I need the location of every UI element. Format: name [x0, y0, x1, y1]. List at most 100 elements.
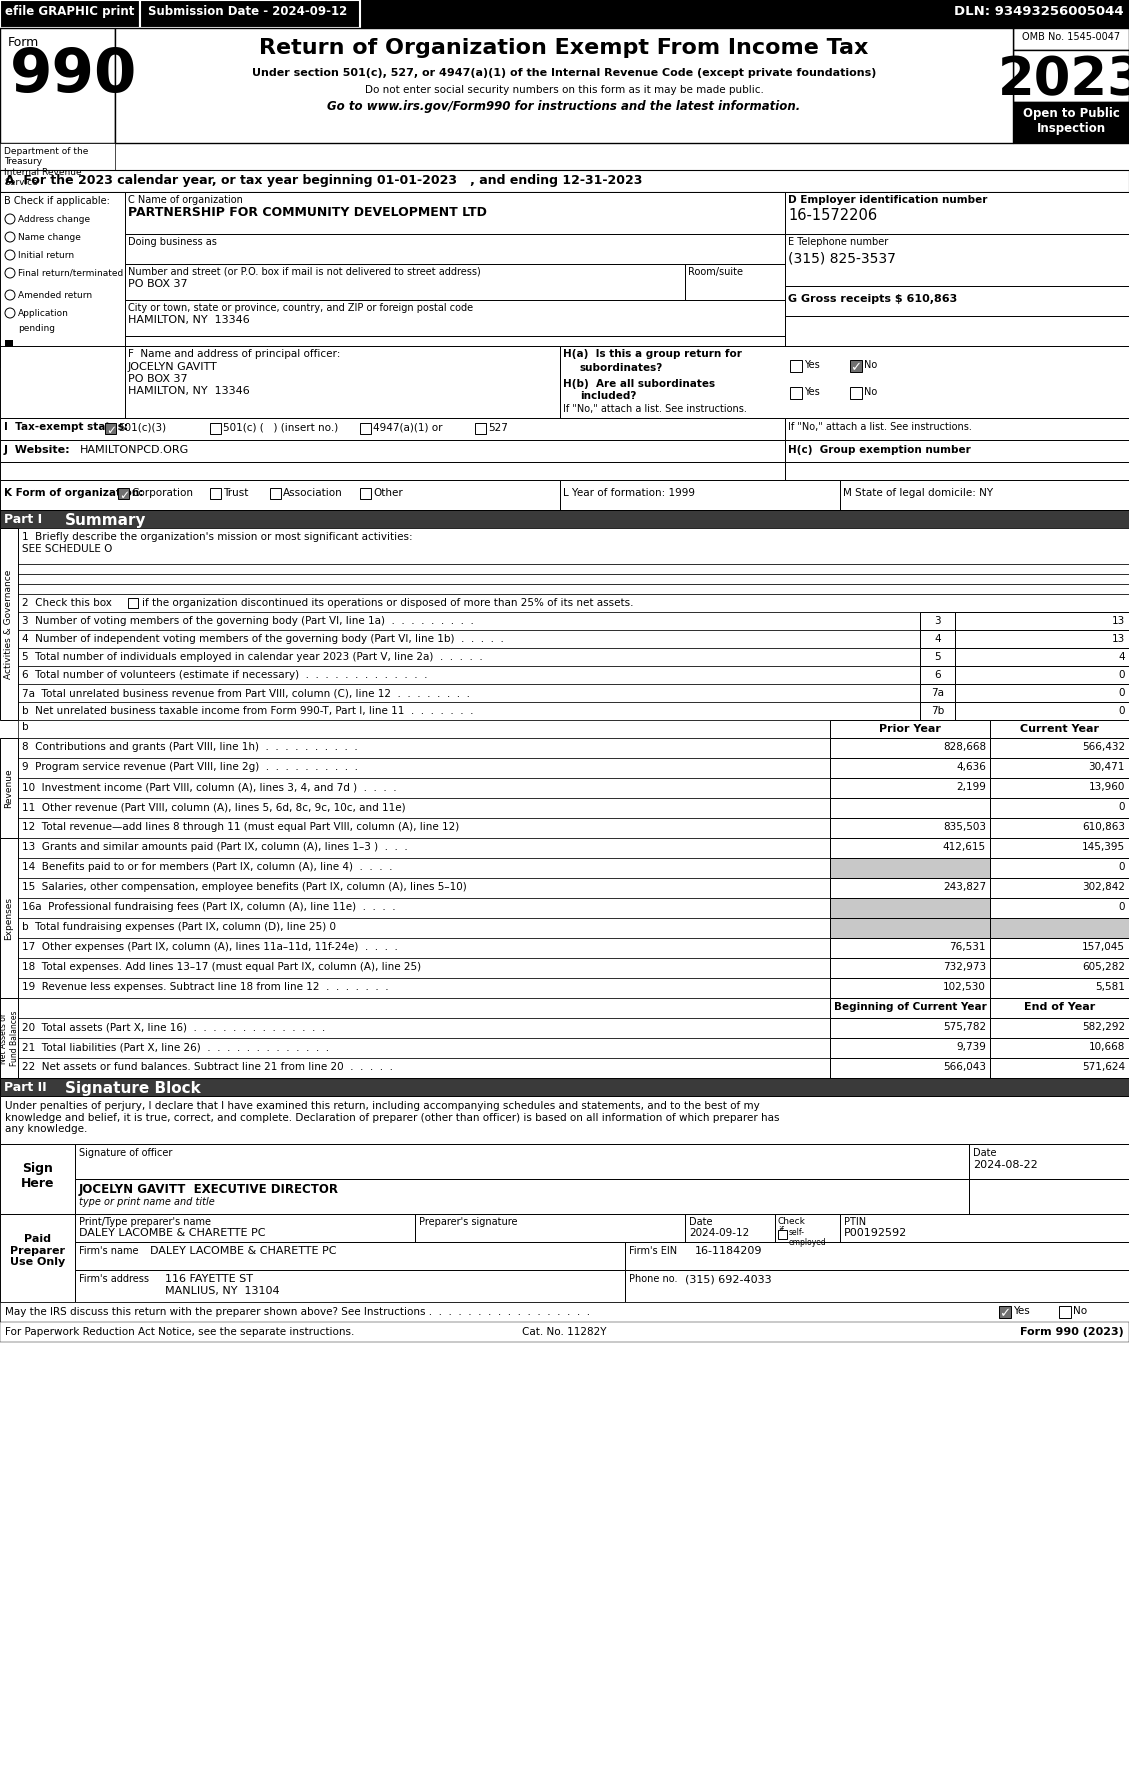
Text: Name change: Name change [18, 233, 81, 242]
Text: Corporation: Corporation [131, 487, 193, 498]
Bar [18, 683, 920, 703]
Text: 3  Number of voting members of the governing body (Part VI, line 1a)  .  .  .  .: 3 Number of voting members of the govern… [21, 616, 474, 625]
Bar [360, 487, 371, 500]
Bar [990, 998, 1129, 1017]
Bar [990, 897, 1129, 918]
Bar [990, 721, 1129, 738]
Bar [850, 387, 863, 399]
Bar [0, 28, 115, 143]
Text: OMB No. 1545-0047: OMB No. 1545-0047 [1022, 32, 1120, 42]
Bar [778, 1229, 787, 1240]
Bar [115, 28, 1013, 143]
Bar [18, 858, 830, 878]
Bar [360, 424, 371, 434]
Bar [920, 613, 955, 630]
Bar [830, 839, 990, 858]
Bar [990, 978, 1129, 998]
Bar [685, 1213, 774, 1241]
Text: No: No [864, 387, 877, 397]
Text: DLN: 93493256005044: DLN: 93493256005044 [954, 5, 1124, 18]
Bar [1059, 1307, 1071, 1317]
Bar [955, 683, 1129, 703]
Bar [5, 341, 14, 348]
Bar [830, 818, 990, 839]
Text: 0: 0 [1119, 802, 1124, 812]
Text: 6: 6 [934, 669, 940, 680]
Text: HAMILTON, NY  13346: HAMILTON, NY 13346 [128, 314, 250, 325]
Text: if the organization discontinued its operations or disposed of more than 25% of : if the organization discontinued its ope… [142, 599, 633, 608]
Bar [990, 918, 1129, 938]
Text: Initial return: Initial return [18, 251, 75, 260]
Bar [0, 0, 140, 28]
Text: 2  Check this box: 2 Check this box [21, 599, 115, 608]
Bar [990, 938, 1129, 957]
Text: Under section 501(c), 527, or 4947(a)(1) of the Internal Revenue Code (except pr: Under section 501(c), 527, or 4947(a)(1)… [252, 69, 876, 78]
Text: 2024-09-12: 2024-09-12 [689, 1227, 750, 1238]
Bar [18, 758, 830, 779]
Text: Return of Organization Exempt From Income Tax: Return of Organization Exempt From Incom… [260, 39, 868, 58]
Text: Print/Type preparer's name: Print/Type preparer's name [79, 1217, 211, 1227]
Text: Activities & Governance: Activities & Governance [5, 569, 14, 678]
Bar [840, 1213, 1129, 1241]
Text: 828,668: 828,668 [943, 742, 986, 752]
Text: 7b: 7b [931, 706, 944, 715]
Bar [830, 1017, 990, 1038]
Bar [125, 235, 785, 263]
Bar [990, 818, 1129, 839]
Bar [1013, 102, 1129, 143]
Text: 501(c) (   ) (insert no.): 501(c) ( ) (insert no.) [224, 424, 339, 433]
Text: I  Tax-exempt status:: I Tax-exempt status: [5, 422, 128, 433]
Circle shape [5, 268, 15, 277]
Text: JOCELYN GAVITT  EXECUTIVE DIRECTOR: JOCELYN GAVITT EXECUTIVE DIRECTOR [79, 1183, 339, 1196]
Text: DALEY LACOMBE & CHARETTE PC: DALEY LACOMBE & CHARETTE PC [150, 1247, 336, 1256]
Bar [850, 360, 863, 373]
Bar [125, 300, 785, 336]
Text: SEE SCHEDULE O: SEE SCHEDULE O [21, 544, 113, 555]
Bar [920, 683, 955, 703]
Text: 7a: 7a [931, 689, 944, 698]
Bar [18, 897, 830, 918]
Text: P00192592: P00192592 [844, 1227, 908, 1238]
Bar [0, 440, 785, 463]
Bar [955, 648, 1129, 666]
Bar [18, 666, 920, 683]
Text: Check: Check [778, 1217, 806, 1226]
Text: Expenses: Expenses [5, 897, 14, 940]
Bar [0, 170, 1129, 192]
Text: Part II: Part II [5, 1081, 46, 1093]
Text: 16a  Professional fundraising fees (Part IX, column (A), line 11e)  .  .  .  .: 16a Professional fundraising fees (Part … [21, 902, 395, 911]
Text: 8  Contributions and grants (Part VIII, line 1h)  .  .  .  .  .  .  .  .  .  .: 8 Contributions and grants (Part VIII, l… [21, 742, 358, 752]
Text: 17  Other expenses (Part IX, column (A), lines 11a–11d, 11f-24e)  .  .  .  .: 17 Other expenses (Part IX, column (A), … [21, 941, 397, 952]
Text: 527: 527 [488, 424, 508, 433]
Text: Beginning of Current Year: Beginning of Current Year [833, 1001, 987, 1012]
Bar [18, 613, 920, 630]
Bar [830, 978, 990, 998]
Bar [0, 1302, 1129, 1323]
Bar [0, 510, 1129, 528]
Bar [830, 721, 990, 738]
Text: (315) 825-3537: (315) 825-3537 [788, 253, 896, 267]
Text: Current Year: Current Year [1019, 724, 1099, 735]
Bar [830, 858, 990, 878]
Circle shape [5, 307, 15, 318]
Text: 4: 4 [934, 634, 940, 645]
Bar [18, 721, 830, 738]
Bar [830, 1038, 990, 1058]
Text: 7a  Total unrelated business revenue from Part VIII, column (C), line 12  .  .  : 7a Total unrelated business revenue from… [21, 689, 470, 698]
Text: ✓: ✓ [106, 424, 116, 436]
Text: Form 990 (2023): Form 990 (2023) [1021, 1326, 1124, 1337]
Bar [955, 613, 1129, 630]
Text: ✓: ✓ [851, 360, 863, 374]
Bar [955, 666, 1129, 683]
Bar [18, 918, 830, 938]
Text: 22  Net assets or fund balances. Subtract line 21 from line 20  .  .  .  .  .: 22 Net assets or fund balances. Subtract… [21, 1061, 393, 1072]
Bar [830, 1058, 990, 1077]
Bar [18, 1017, 830, 1038]
Bar [920, 703, 955, 721]
Text: 0: 0 [1119, 902, 1124, 911]
Bar [920, 666, 955, 683]
Text: Firm's EIN: Firm's EIN [629, 1247, 677, 1256]
Bar [415, 1213, 685, 1241]
Text: 501(c)(3): 501(c)(3) [119, 424, 166, 433]
Text: pending: pending [18, 323, 55, 334]
